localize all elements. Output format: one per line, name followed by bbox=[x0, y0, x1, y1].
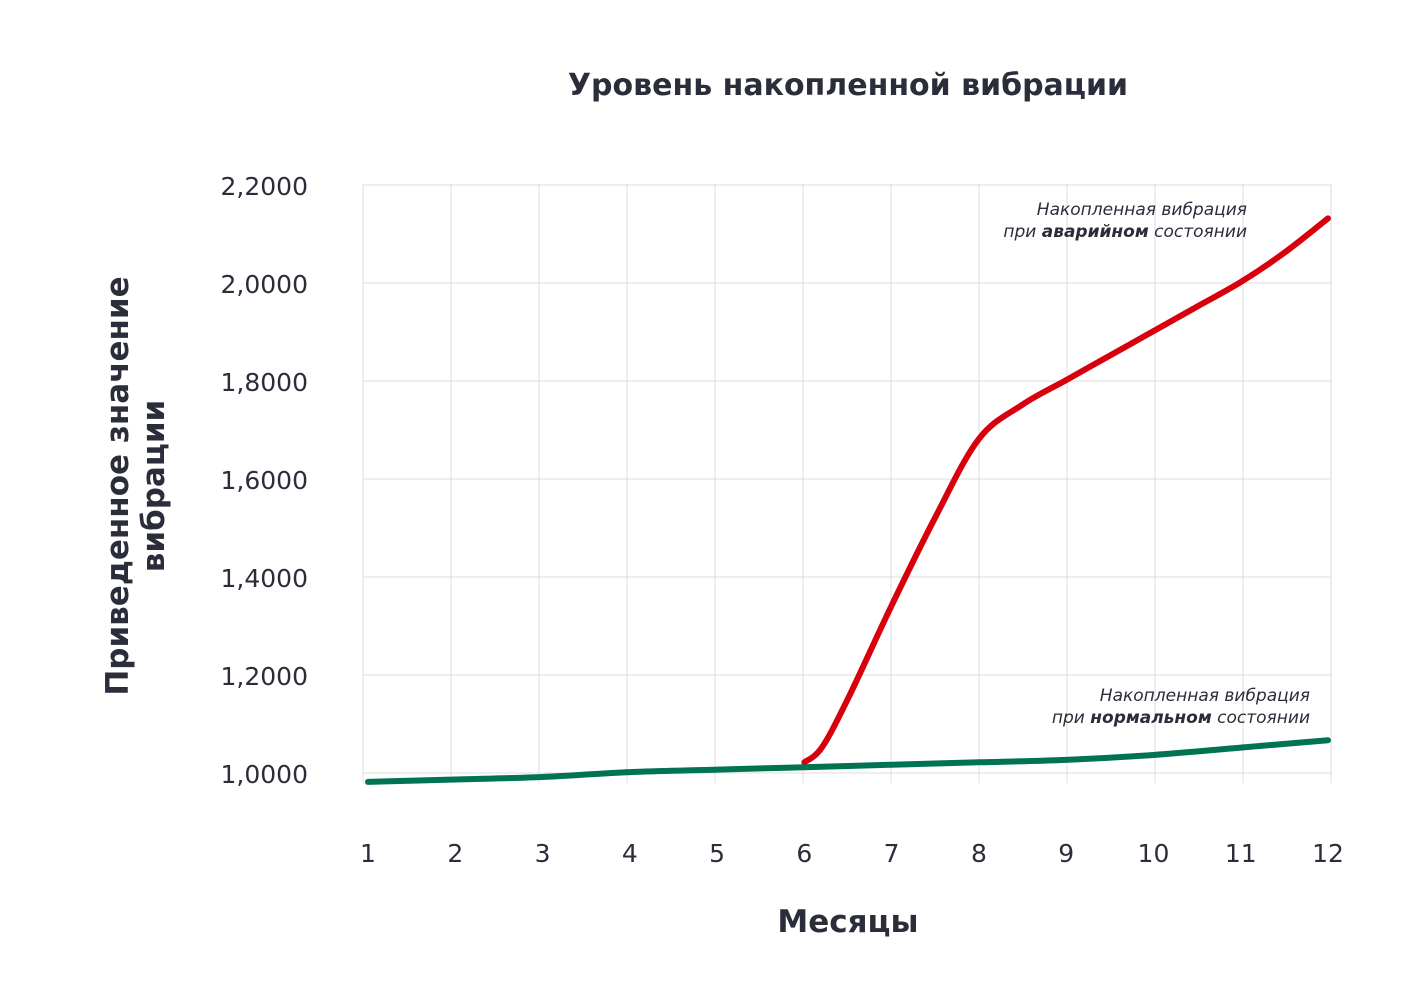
x-tick-label: 8 bbox=[971, 839, 987, 868]
y-tick-label: 2,0000 bbox=[221, 270, 308, 299]
series-line-emergency bbox=[801, 215, 1331, 766]
x-tick-label: 7 bbox=[884, 839, 900, 868]
x-tick-label: 4 bbox=[622, 839, 638, 868]
annotation-normal: Накопленная вибрация при нормальном сост… bbox=[1052, 686, 1310, 728]
y-tick-labels: 1,0000 1,2000 1,4000 1,6000 1,8000 2,0000 2,20… bbox=[221, 172, 308, 789]
x-tick-label: 10 bbox=[1138, 839, 1170, 868]
x-tick-label: 12 bbox=[1312, 839, 1344, 868]
x-tick-label: 3 bbox=[535, 839, 551, 868]
annotation-normal-suffix: состоянии bbox=[1212, 708, 1310, 728]
x-tick-label: 11 bbox=[1225, 839, 1257, 868]
y-axis-title-line-2: вибрации bbox=[136, 400, 172, 573]
chart-title: Уровень накопленной вибрации bbox=[568, 68, 1128, 103]
x-axis-title: Месяцы bbox=[777, 904, 918, 940]
y-tick-label: 1,2000 bbox=[221, 662, 308, 691]
y-axis-title: Приведенное значение вибрации bbox=[100, 276, 172, 695]
y-tick-label: 1,4000 bbox=[221, 564, 308, 593]
y-tick-label: 1,0000 bbox=[221, 760, 308, 789]
annotation-normal-line-2: при нормальном состоянии bbox=[1052, 708, 1310, 728]
annotation-emergency-line-2: при аварийном состоянии bbox=[1003, 222, 1247, 242]
annotation-emergency-suffix: состоянии bbox=[1149, 222, 1247, 242]
series-group bbox=[365, 215, 1331, 785]
y-tick-label: 2,2000 bbox=[221, 172, 308, 201]
x-tick-label: 2 bbox=[447, 839, 463, 868]
annotation-normal-prefix: при bbox=[1052, 708, 1090, 728]
x-tick-label: 1 bbox=[360, 839, 376, 868]
annotation-emergency-prefix: при bbox=[1003, 222, 1041, 242]
x-tick-labels: 1 2 3 4 5 6 7 8 9 10 11 12 bbox=[360, 839, 1344, 868]
x-tick-label: 5 bbox=[709, 839, 725, 868]
x-tick-label: 6 bbox=[796, 839, 812, 868]
y-tick-label: 1,8000 bbox=[221, 368, 308, 397]
series-line-normal bbox=[365, 737, 1331, 785]
annotation-normal-line-1: Накопленная вибрация bbox=[1100, 686, 1310, 706]
x-tick-label: 9 bbox=[1058, 839, 1074, 868]
y-tick-label: 1,6000 bbox=[221, 466, 308, 495]
annotation-emergency-line-1: Накопленная вибрация bbox=[1037, 200, 1247, 220]
annotation-normal-bold: нормальном bbox=[1090, 708, 1212, 728]
annotation-emergency: Накопленная вибрация при аварийном состо… bbox=[1003, 200, 1247, 242]
annotation-emergency-bold: аварийном bbox=[1042, 222, 1149, 242]
y-axis-title-line-1: Приведенное значение bbox=[100, 276, 136, 695]
